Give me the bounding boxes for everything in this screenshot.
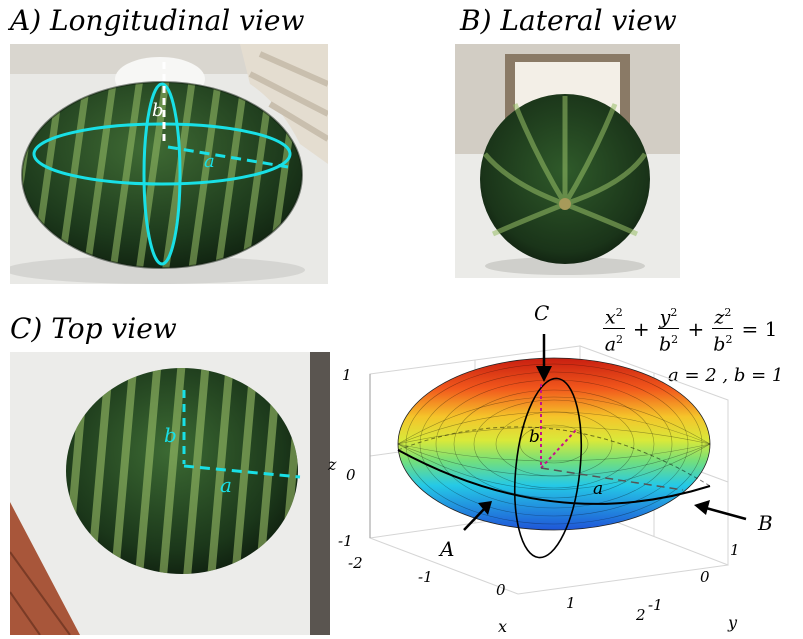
semi-axis-a-label: a — [204, 151, 215, 172]
semi-axis-b-label: b — [152, 100, 164, 121]
view-arrow-a: A — [438, 501, 492, 561]
photo-lateral — [455, 44, 680, 278]
z-tick: -1 — [338, 532, 353, 550]
panel-b-title: B) Lateral view — [460, 4, 677, 37]
y-axis-label: y — [727, 613, 738, 632]
z-tick: 0 — [346, 466, 356, 484]
ellipsoid-surface: b a — [397, 357, 711, 559]
top-semi-axis-a-label: a — [220, 473, 232, 497]
y-tick: -1 — [648, 596, 663, 614]
x-tick: 0 — [496, 581, 506, 599]
x-tick: -1 — [418, 568, 433, 586]
y-tick: 0 — [700, 568, 710, 586]
photo-top: b a — [10, 352, 330, 635]
ellipsoid-equation: x2 a2 + y2 b2 + z2 b2 = 1 — [603, 302, 803, 392]
plot-semi-axis-b-label: b — [529, 427, 540, 447]
view-arrow-b: B — [694, 500, 773, 535]
plot-semi-axis-a-label: a — [593, 479, 603, 499]
top-semi-axis-b-label: b — [164, 423, 177, 447]
view-arrow-c: C — [534, 301, 552, 382]
ellipsoid-parameters: a = 2 , b = 1 — [668, 365, 784, 386]
term-x: x2 a2 — [603, 302, 625, 356]
svg-text:A: A — [438, 537, 454, 561]
svg-text:C: C — [534, 301, 549, 325]
term-y: y2 b2 — [657, 302, 680, 356]
x-tick: -2 — [348, 554, 363, 572]
svg-text:B: B — [757, 511, 773, 535]
y-tick: 1 — [730, 541, 740, 559]
photo-longitudinal: b a — [10, 44, 328, 284]
panel-c-title: C) Top view — [10, 312, 177, 345]
z-tick: 1 — [342, 366, 352, 384]
x-tick: 1 — [566, 594, 576, 612]
term-z: z2 b2 — [712, 302, 734, 356]
z-axis-label: z — [327, 455, 337, 474]
ellipsoid-3d-plot: b a C A B 1 0 -1 z -2 -1 0 1 2 x — [318, 290, 803, 636]
x-axis-label: x — [498, 617, 507, 635]
panel-a-title: A) Longitudinal view — [10, 4, 305, 37]
x-tick: 2 — [635, 606, 646, 624]
